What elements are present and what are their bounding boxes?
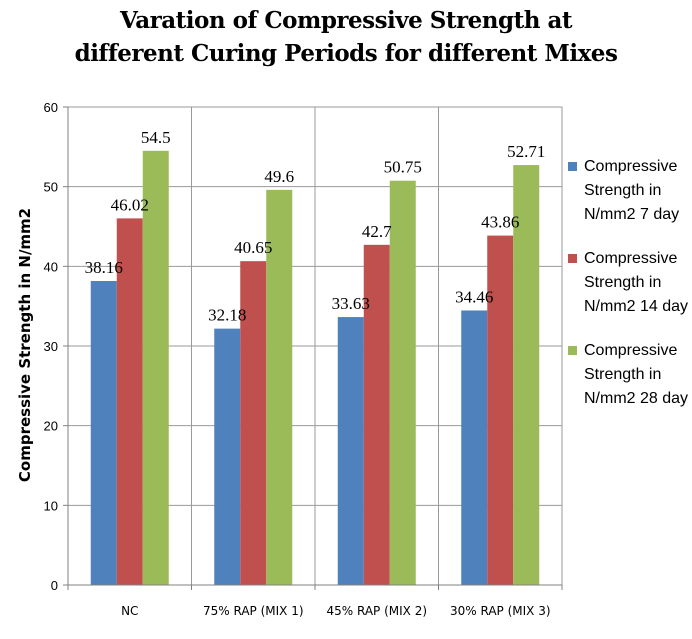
data-label: 40.65 xyxy=(234,238,272,257)
y-tick-label: 30 xyxy=(44,339,58,354)
legend-label-14-day: Compressive Strength in N/mm2 14 day xyxy=(584,250,689,315)
legend-swatch-7-day xyxy=(568,162,577,171)
data-label: 43.86 xyxy=(481,213,519,232)
data-label: 34.46 xyxy=(455,287,493,306)
y-tick-label: 40 xyxy=(44,259,58,274)
bar-3-cat-4 xyxy=(513,165,540,585)
bar-1-cat-3 xyxy=(337,317,364,585)
data-label: 50.75 xyxy=(384,158,422,177)
legend-item-28-day: Compressive Strength in N/mm2 28 day xyxy=(568,339,690,411)
x-tick-label: 30% RAP (MIX 3) xyxy=(450,604,551,618)
bar-3-cat-2 xyxy=(266,189,293,585)
legend: Compressive Strength in N/mm2 7 day Comp… xyxy=(568,155,690,431)
data-label: 42.7 xyxy=(362,222,392,241)
axes xyxy=(63,106,563,590)
bar-3-cat-3 xyxy=(389,180,416,586)
y-tick-label: 60 xyxy=(44,100,58,115)
bar-2-cat-2 xyxy=(240,261,267,585)
x-tick-labels: NC 75% RAP (MIX 1) 45% RAP (MIX 2) 30% RAP … xyxy=(121,604,550,618)
x-tick-label: NC xyxy=(121,604,138,618)
data-label: 32.18 xyxy=(208,306,246,325)
bar-3-cat-1 xyxy=(142,150,169,586)
y-tick-label: 50 xyxy=(44,180,58,195)
y-tick-label: 10 xyxy=(44,498,58,513)
bar-1-cat-4 xyxy=(461,310,488,585)
x-tick-label: 45% RAP (MIX 2) xyxy=(326,604,427,618)
chart-title-line-1: Varation of Compressive Strength at xyxy=(120,7,572,34)
legend-label-28-day: Compressive Strength in N/mm2 28 day xyxy=(584,342,689,407)
data-label: 38.16 xyxy=(85,258,123,277)
legend-swatch-14-day xyxy=(568,254,577,263)
data-label: 33.63 xyxy=(332,294,370,313)
x-tick-label: 75% RAP (MIX 1) xyxy=(203,604,304,618)
bar-1-cat-2 xyxy=(214,328,241,585)
y-tick-label: 0 xyxy=(51,578,58,593)
legend-item-7-day: Compressive Strength in N/mm2 7 day xyxy=(568,155,690,227)
legend-swatch-28-day xyxy=(568,346,577,355)
legend-label-7-day: Compressive Strength in N/mm2 7 day xyxy=(584,158,680,223)
y-tick-labels: 0 10 20 30 40 50 60 xyxy=(44,100,58,593)
data-label: 49.6 xyxy=(264,167,294,186)
data-label: 52.71 xyxy=(507,142,545,161)
bar-1-cat-1 xyxy=(90,280,117,585)
y-axis-label: Compressive Strength in N/mm2 xyxy=(16,208,34,482)
data-labels: 38.16 46.02 54.5 32.18 40.65 49.6 33.63 42.7 50.… xyxy=(85,128,546,325)
bar-2-cat-1 xyxy=(116,218,143,585)
bars xyxy=(90,150,540,586)
data-label: 46.02 xyxy=(111,195,149,214)
chart-title-line-2: different Curing Periods for different M… xyxy=(74,40,618,67)
bar-2-cat-4 xyxy=(487,235,514,585)
y-tick-label: 20 xyxy=(44,419,58,434)
chart-title: Varation of Compressive Strength at diff… xyxy=(0,4,692,70)
data-label: 54.5 xyxy=(141,128,171,147)
legend-item-14-day: Compressive Strength in N/mm2 14 day xyxy=(568,247,690,319)
bar-2-cat-3 xyxy=(363,244,390,585)
